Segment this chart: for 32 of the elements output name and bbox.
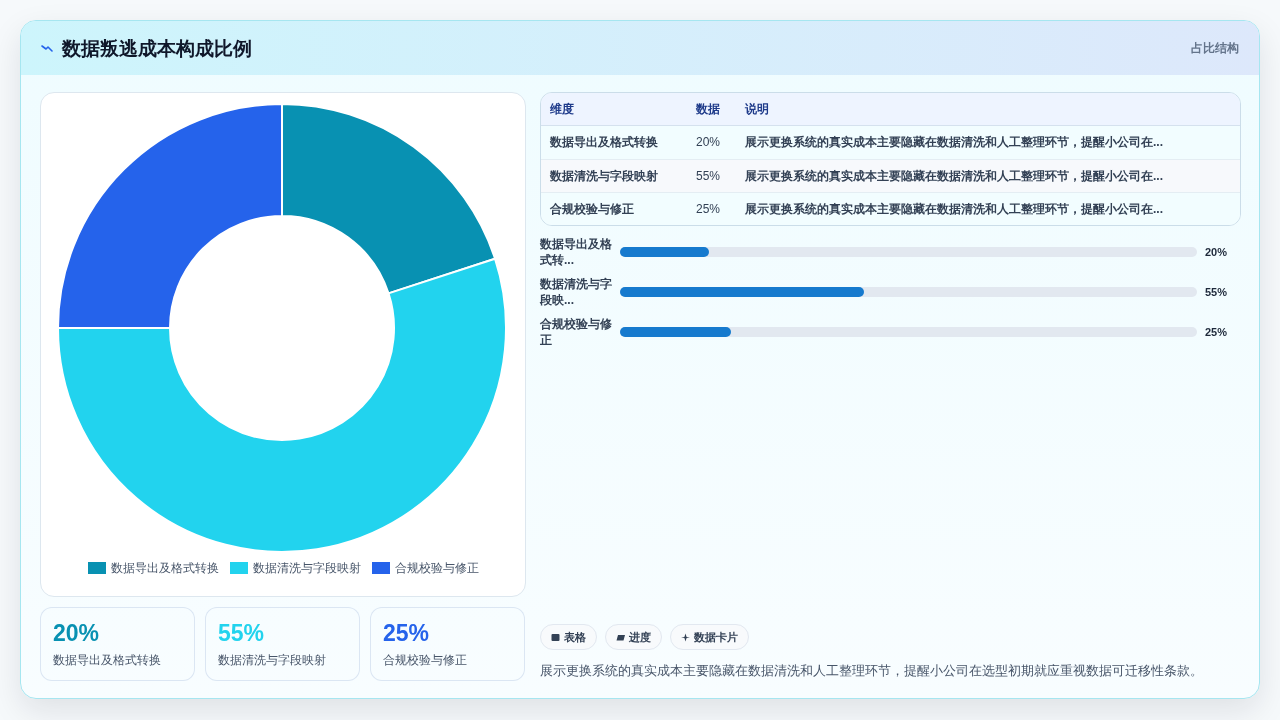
y-tick-label: 合规校验与修正 bbox=[540, 316, 613, 348]
text: 展示更换系统的真实成本主要隐藏在数据清洗和人工整理环节，提醒小公司在选型初期就应重视数据可迁移性条款。 bbox=[540, 662, 1203, 680]
chart-title: 数据叛逃成本构成比例 bbox=[62, 37, 252, 61]
y-tick-label: 数据清洗与字段映... bbox=[540, 276, 613, 308]
text: 展示更换系统的真实成本主要隐藏在数据清洗和人工整理环节，提醒小公司在... bbox=[745, 134, 1164, 151]
category-label: 进度 bbox=[629, 630, 651, 644]
text: 55% bbox=[696, 169, 721, 183]
text: 55% bbox=[218, 620, 265, 646]
text: 说明 bbox=[745, 101, 769, 118]
legend-label: 数据导出及格式转换 bbox=[110, 560, 219, 576]
legend-label: 合规校验与修正 bbox=[394, 560, 479, 576]
category-label: 数据导出及格式转换 bbox=[550, 134, 658, 151]
text: 占比结构 bbox=[1191, 40, 1239, 56]
text: 展示更换系统的真实成本主要隐藏在数据清洗和人工整理环节，提醒小公司在... bbox=[745, 168, 1164, 185]
data-label: 25% bbox=[1205, 325, 1228, 340]
text: 25% bbox=[696, 202, 721, 216]
text: 20% bbox=[53, 620, 100, 646]
text: 数据 bbox=[696, 101, 720, 118]
category-label: 数据清洗与字段映射 bbox=[550, 168, 658, 185]
category-label: 表格 bbox=[564, 630, 586, 644]
y-tick-label: 数据导出及格式转... bbox=[540, 236, 613, 268]
text: 25% bbox=[383, 620, 430, 646]
category-label: 数据卡片 bbox=[694, 630, 738, 644]
text: 展示更换系统的真实成本主要隐藏在数据清洗和人工整理环节，提醒小公司在... bbox=[745, 201, 1164, 218]
text: 维度 bbox=[550, 101, 574, 118]
category-label: 数据清洗与字段映射 bbox=[218, 652, 326, 668]
data-label: 20% bbox=[1205, 245, 1228, 260]
category-label: 合规校验与修正 bbox=[383, 652, 467, 668]
legend-label: 数据清洗与字段映射 bbox=[252, 560, 361, 576]
text: 20% bbox=[696, 135, 721, 149]
data-label: 55% bbox=[1205, 285, 1228, 300]
category-label: 数据导出及格式转换 bbox=[53, 652, 161, 668]
